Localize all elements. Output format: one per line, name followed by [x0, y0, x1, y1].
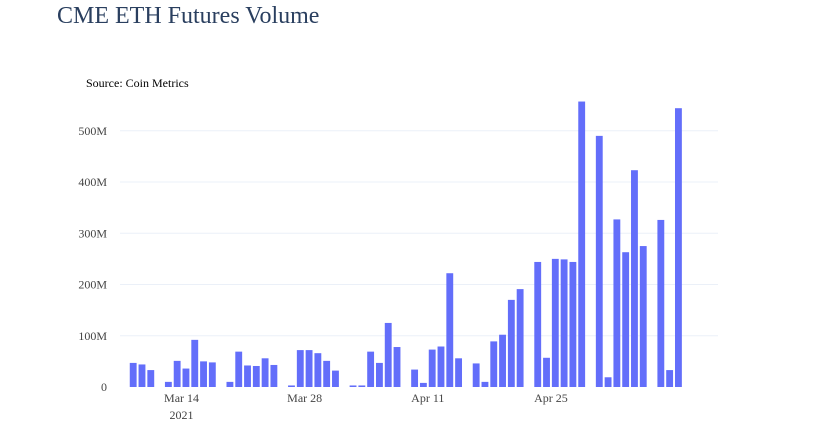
volume-bar [516, 289, 524, 387]
volume-bar [252, 365, 260, 387]
volume-bar [384, 322, 392, 387]
volume-bar [314, 353, 322, 387]
volume-bar [261, 358, 269, 387]
volume-bar [305, 350, 313, 387]
volume-bar [639, 246, 647, 387]
volume-bar [296, 350, 304, 387]
volume-bar [622, 252, 630, 387]
y-tick-label: 500M [78, 124, 107, 138]
volume-bar [244, 365, 251, 387]
volume-bar [490, 341, 498, 387]
volume-bar [419, 382, 427, 387]
volume-bar [551, 258, 559, 387]
volume-bar [569, 261, 577, 387]
volume-bar [534, 261, 542, 387]
y-tick-label: 400M [78, 175, 107, 189]
volume-bar [200, 361, 207, 387]
volume-bar [578, 101, 586, 387]
volume-bar [481, 381, 489, 387]
volume-bar [613, 219, 621, 387]
x-axis: Mar 14 2021 Mar 28 Apr 11 Apr 25 [164, 391, 568, 422]
y-tick-label: 0 [101, 380, 107, 394]
x-tick-label: Mar 28 [287, 391, 322, 405]
volume-bar [543, 357, 550, 387]
volume-bar [367, 351, 375, 387]
y-axis: 0 100M 200M 300M 400M 500M [78, 124, 107, 394]
y-tick-label: 200M [78, 278, 107, 292]
x-tick-label: Mar 14 [164, 391, 199, 405]
volume-bar [235, 351, 243, 387]
volume-bar [455, 358, 463, 387]
volume-bar [323, 360, 331, 387]
volume-bar [358, 385, 366, 387]
volume-bar [595, 135, 603, 387]
volume-bar [428, 349, 436, 387]
volume-bar [349, 385, 357, 387]
volume-bar [437, 346, 445, 387]
volume-bar [375, 362, 383, 387]
volume-bar [446, 273, 454, 387]
volume-bar [604, 377, 612, 387]
volume-bar [173, 360, 181, 387]
volume-bar [666, 370, 674, 387]
gridlines [120, 130, 718, 388]
volume-bar [631, 170, 638, 387]
chart-title: CME ETH Futures Volume [57, 3, 320, 29]
source-annotation: Source: Coin Metrics [86, 76, 189, 90]
x-tick-year-label: 2021 [170, 408, 194, 422]
y-tick-label: 300M [78, 226, 107, 240]
x-tick-label: Apr 11 [411, 391, 444, 405]
volume-bar [129, 362, 137, 387]
volume-bar [288, 385, 295, 387]
volume-bar [226, 381, 234, 387]
x-tick-label: Apr 25 [534, 391, 568, 405]
volume-bar [499, 334, 506, 387]
y-tick-label: 100M [78, 329, 107, 343]
volume-bar [182, 368, 190, 387]
volume-bar [208, 362, 216, 387]
volume-bar [411, 369, 419, 387]
bars [129, 101, 682, 387]
volume-bar [560, 259, 568, 387]
volume-bar [138, 364, 146, 387]
volume-bar [147, 370, 155, 387]
volume-bar [674, 108, 682, 387]
volume-bar [507, 299, 515, 387]
volume-bar [657, 219, 665, 387]
volume-bar [393, 347, 401, 387]
volume-bar [270, 364, 278, 387]
volume-bar [164, 381, 172, 387]
volume-bar [332, 370, 339, 387]
volume-bar [191, 339, 199, 387]
volume-bar [472, 363, 480, 387]
